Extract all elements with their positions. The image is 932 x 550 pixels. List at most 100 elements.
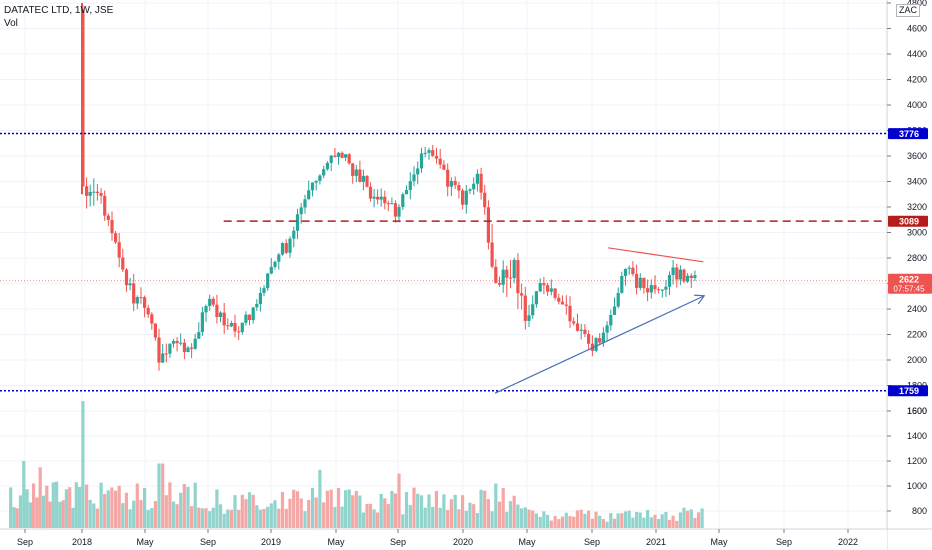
price-tick-label: 3600 [907,151,927,161]
candle-body [269,266,273,274]
candle-body [449,180,453,187]
volume-bar [92,503,96,528]
volume-bar [295,491,300,528]
volume-bar [508,501,513,528]
volume-bar [527,509,531,528]
candle-body [314,180,318,183]
candle-body [171,341,176,344]
time-tick-label: 2021 [646,537,666,547]
candle-body [161,353,165,363]
volume-bar [110,487,114,528]
volume-bar [218,504,223,528]
volume-bar [161,463,165,528]
candle-body [150,314,154,324]
volume-bar [226,509,230,528]
volume-bar [354,491,358,528]
candle-body [508,277,513,279]
volume-bar [520,508,524,528]
candle-body [542,283,546,286]
time-tick-label: 2022 [838,537,858,547]
volume-bar [258,509,262,528]
time-axis: Sep 2018 May Sep 2019 May Sep 2020 May Sep 2021 May… [0,528,932,550]
volume-bar [150,508,154,528]
candle-body [277,254,281,262]
candle-body [642,277,646,289]
volume-bar [208,511,212,528]
volume-bar [372,509,376,528]
volume-bar [229,509,233,528]
price-tick-label: 3400 [907,177,927,187]
candle-body [244,314,248,323]
candle-body [325,162,329,170]
volume-label: Vol [4,18,18,29]
volume-bar [32,483,36,528]
volume-bar [124,492,128,528]
candle-body [583,329,587,334]
candle-body [419,153,424,169]
volume-bar [479,489,483,528]
volume-bar [408,505,412,528]
candle-body [468,189,472,191]
volume-bar [318,469,322,529]
volume-bar [671,515,675,528]
volume-bar [351,495,355,528]
candle-body [453,180,457,186]
candle-body [553,288,557,298]
volume-bar [686,510,690,528]
time-tick-label: 2018 [72,537,92,547]
candle-body [486,207,490,243]
candle-body [505,269,509,278]
candle-body [218,312,223,317]
candle-body [376,196,380,200]
candle-body [114,233,118,243]
time-tick-label: May [327,537,345,547]
volume-bar [486,499,490,528]
volume-bar [358,495,362,528]
volume-bar [240,494,244,528]
volume-bar [635,511,639,528]
candle-body [653,285,657,290]
candle-body [358,169,362,182]
volume-bar [81,401,85,528]
volume-bar [247,492,252,528]
volume-bar [376,512,380,528]
volume-bar [427,494,431,528]
volume-bar [649,517,653,528]
candle-body [95,191,99,193]
volume-bar [135,483,139,528]
time-tick-label: Sep [17,537,33,547]
candle-body [620,276,624,293]
candle-body [660,289,664,291]
volume-bar [12,507,16,528]
volume-bar [55,481,59,528]
volume-bar [211,507,215,528]
volume-bar [153,501,157,528]
candle-body [601,332,605,343]
volume-bar [583,513,587,528]
volume-bar [464,510,468,528]
volume-bar [667,519,672,528]
candle-body [222,312,226,326]
volume-bar [553,516,557,528]
volume-bar [642,517,646,528]
volume-bar [416,493,420,528]
volume-bar [61,500,65,528]
candle-body [322,169,326,176]
volume-bar [397,473,401,528]
candle-body [393,203,397,217]
volume-bar [146,509,150,528]
volume-bar [280,492,285,528]
candle-body [229,323,233,327]
volume-bar [601,519,605,528]
candle-body [546,285,550,292]
candle-body [258,293,262,304]
candle-body [404,190,409,195]
candle-body [354,169,358,176]
volume-bar [627,510,631,528]
volume-bar [288,498,292,528]
volume-bar [164,495,168,528]
volume-bar [438,507,442,528]
volume-bar [468,502,472,528]
volume-bar [22,461,26,528]
